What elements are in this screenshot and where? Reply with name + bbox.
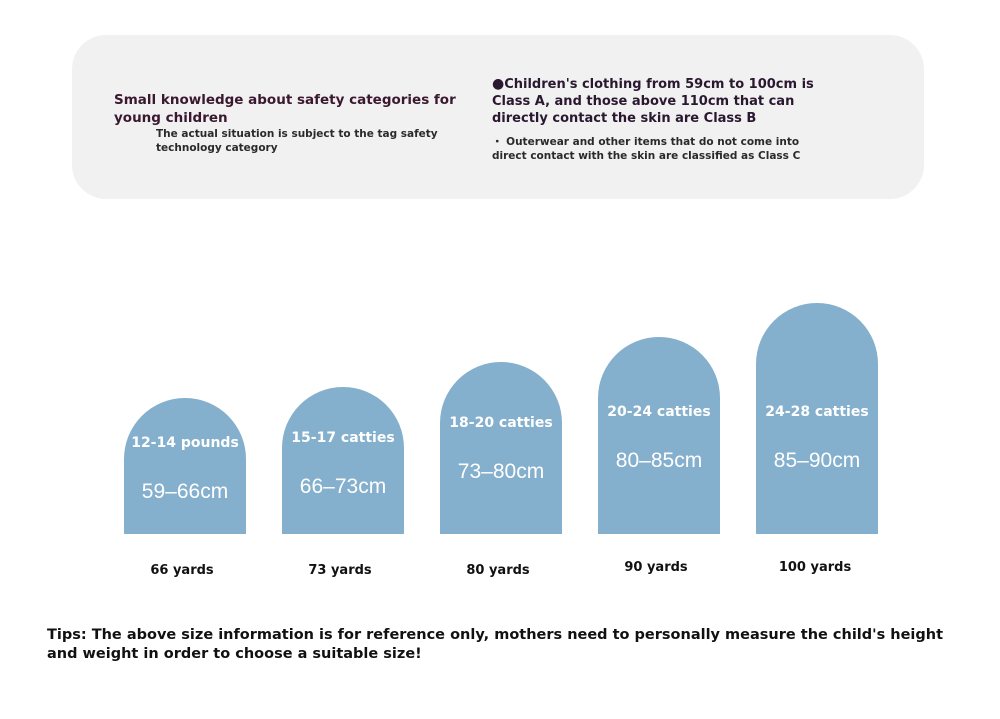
size-height: 80–85cm [615, 449, 703, 472]
safety-info-title: Small knowledge about safety categories … [114, 92, 456, 126]
size-yard-label: 66 yards [150, 563, 214, 578]
size-weight: 20-24 catties [607, 404, 711, 420]
size-height: 66–73cm [299, 475, 387, 498]
size-card-66: 12-14 pounds 59–66cm [124, 398, 246, 534]
size-weight: 24-28 catties [765, 404, 869, 420]
size-card-100: 24-28 catties 85–90cm [756, 303, 878, 534]
size-yard-label: 80 yards [466, 563, 530, 578]
size-card-73: 15-17 catties 66–73cm [282, 387, 404, 534]
safety-info-subtitle: The actual situation is subject to the t… [156, 128, 438, 154]
class-a-b-label: Children's clothing from 59cm to 100cm i… [492, 77, 814, 126]
size-tips: Tips: The above size information is for … [47, 627, 944, 662]
safety-info-left: Small knowledge about safety categories … [114, 91, 474, 155]
size-yard-label: 90 yards [624, 560, 688, 575]
size-card-90: 20-24 catties 80–85cm [598, 337, 720, 534]
size-yard-label: 100 yards [778, 560, 852, 575]
size-yard-label: 73 yards [308, 563, 372, 578]
bullet-dot-icon: ● [492, 76, 505, 92]
size-height: 85–90cm [773, 449, 861, 472]
size-card-80: 18-20 catties 73–80cm [440, 362, 562, 534]
size-height: 73–80cm [457, 460, 545, 483]
size-weight: 12-14 pounds [131, 435, 239, 451]
class-a-b-text: ●Children's clothing from 59cm to 100cm … [492, 76, 822, 127]
size-weight: 18-20 catties [449, 415, 553, 431]
size-weight: 15-17 catties [291, 430, 395, 446]
size-height: 59–66cm [141, 480, 229, 503]
safety-info-card: Small knowledge about safety categories … [72, 35, 924, 199]
safety-info-right: ●Children's clothing from 59cm to 100cm … [492, 76, 822, 163]
class-c-note: ・ Outerwear and other items that do not … [492, 136, 801, 162]
